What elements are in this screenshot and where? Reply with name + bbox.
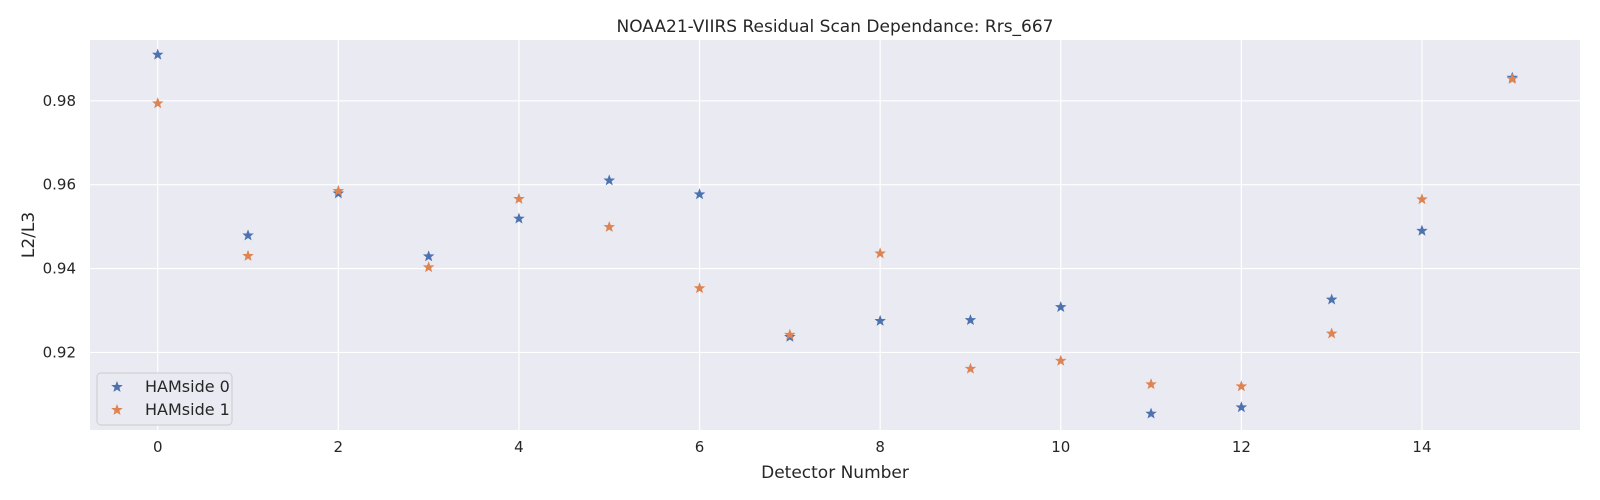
data-point-hamside-1 bbox=[1506, 72, 1519, 84]
data-point-hamside-1 bbox=[964, 362, 977, 374]
legend-marker-hamside-0 bbox=[111, 380, 123, 392]
legend-star-icon bbox=[111, 380, 123, 392]
x-tick-label: 12 bbox=[1232, 438, 1251, 456]
legend-box bbox=[96, 372, 233, 426]
data-point-hamside-0 bbox=[422, 250, 435, 262]
y-axis-label: L2/L3 bbox=[19, 212, 39, 258]
data-point-hamside-0 bbox=[1145, 407, 1157, 419]
data-point-hamside-1 bbox=[332, 184, 345, 196]
data-point-hamside-1 bbox=[784, 328, 796, 340]
x-tick-label: 4 bbox=[514, 438, 524, 456]
data-point-hamside-1 bbox=[242, 249, 254, 261]
legend-label-hamside-0: HAMside 0 bbox=[145, 377, 230, 396]
grid bbox=[90, 40, 1580, 430]
y-tick-label: 0.98 bbox=[43, 92, 76, 110]
plot-background bbox=[90, 40, 1580, 430]
legend: HAMside 0 HAMside 1 bbox=[96, 372, 233, 426]
data-point-hamside-0 bbox=[1325, 293, 1338, 305]
legend-label-hamside-1: HAMside 1 bbox=[145, 400, 230, 419]
data-point-hamside-1 bbox=[693, 282, 706, 294]
data-point-hamside-1 bbox=[1145, 378, 1157, 390]
data-point-hamside-1 bbox=[603, 220, 615, 232]
data-point-hamside-0 bbox=[242, 229, 254, 241]
data-point-hamside-0 bbox=[151, 48, 164, 60]
data-point-hamside-0 bbox=[1416, 224, 1428, 236]
data-point-hamside-1 bbox=[1055, 354, 1067, 366]
x-tick-label: 0 bbox=[153, 438, 163, 456]
x-tick-label: 6 bbox=[695, 438, 705, 456]
x-axis-label: Detector Number bbox=[761, 463, 909, 483]
x-tick-label: 14 bbox=[1412, 438, 1431, 456]
data-point-hamside-0 bbox=[693, 188, 706, 200]
y-tick-label: 0.92 bbox=[43, 343, 76, 361]
data-point-hamside-0 bbox=[1235, 401, 1248, 413]
data-point-hamside-0 bbox=[964, 314, 977, 326]
data-point-hamside-1 bbox=[1235, 380, 1248, 392]
x-tick-label: 2 bbox=[334, 438, 344, 456]
data-point-hamside-1 bbox=[151, 97, 164, 109]
data-point-hamside-1 bbox=[874, 247, 886, 259]
x-tick-label: 10 bbox=[1051, 438, 1070, 456]
tick-labels: 0 2 4 6 8 10 12 14 0.92 0.94 0.96 0.98 bbox=[43, 92, 1432, 456]
data-point-hamside-1 bbox=[1325, 327, 1338, 339]
data-point-hamside-0 bbox=[603, 174, 615, 186]
data-points bbox=[151, 48, 1519, 419]
data-point-hamside-1 bbox=[1416, 193, 1428, 205]
legend-star-icon bbox=[111, 403, 123, 415]
data-point-hamside-1 bbox=[513, 192, 525, 204]
data-point-hamside-1 bbox=[422, 261, 435, 273]
legend-marker-hamside-1 bbox=[111, 403, 123, 415]
data-point-hamside-0 bbox=[874, 314, 886, 326]
y-tick-label: 0.96 bbox=[43, 176, 76, 194]
chart-title: NOAA21-VIIRS Residual Scan Dependance: R… bbox=[617, 17, 1054, 37]
x-tick-label: 8 bbox=[875, 438, 885, 456]
data-point-hamside-0 bbox=[1055, 301, 1067, 313]
y-tick-label: 0.94 bbox=[43, 260, 76, 278]
data-point-hamside-0 bbox=[513, 212, 525, 224]
